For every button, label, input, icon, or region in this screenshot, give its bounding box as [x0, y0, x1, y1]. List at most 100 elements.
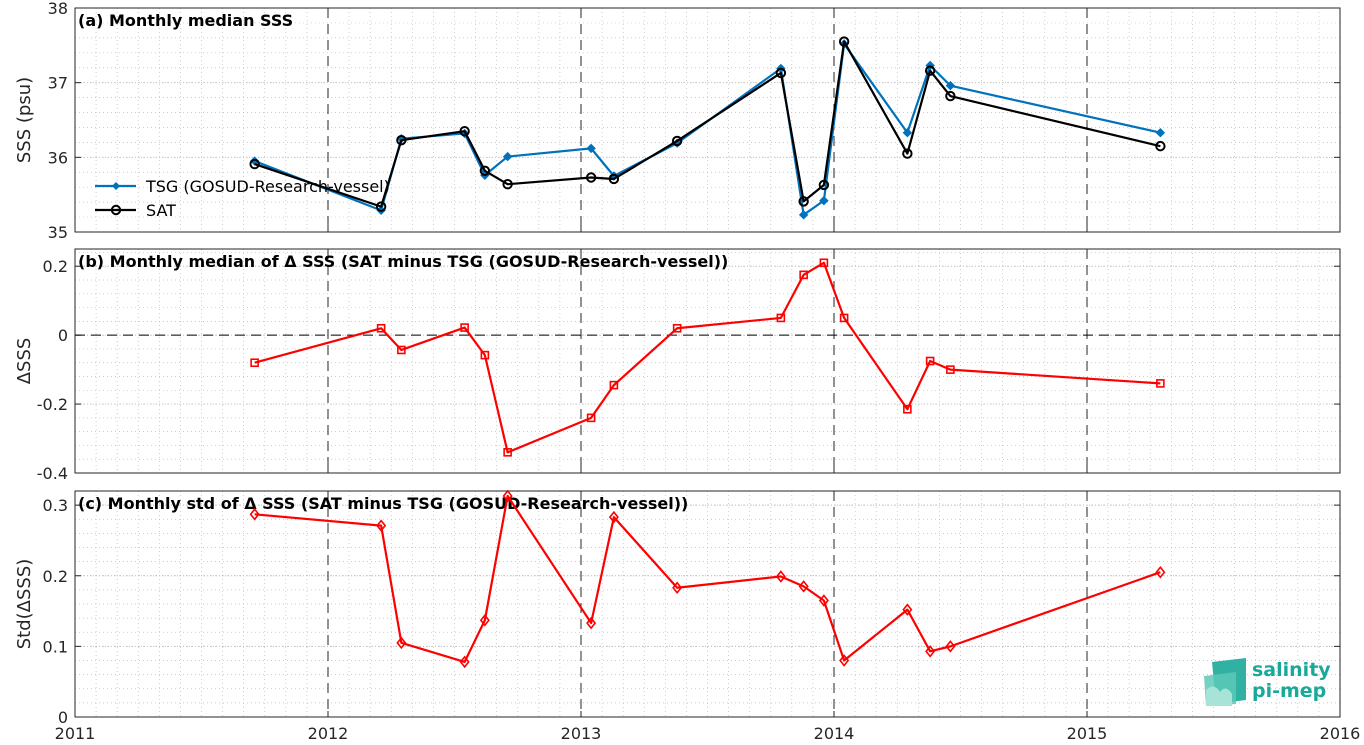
panels: 35 36 37 38 SSS (psu) (a) Monthly median SSS T… — [14, 0, 1360, 743]
data-point — [946, 365, 955, 374]
data-point — [249, 158, 260, 170]
data-point — [945, 640, 956, 653]
data-point — [502, 151, 513, 162]
data-point — [818, 594, 829, 607]
logo-line2: pi-mep — [1252, 680, 1326, 702]
data-point — [819, 195, 829, 206]
data-point — [459, 655, 470, 669]
data-point — [672, 581, 683, 595]
panel-title: (b) Monthly median of Δ SSS (SAT minus T… — [78, 252, 728, 271]
data-point — [250, 358, 259, 368]
data-point — [502, 179, 513, 190]
series-line — [254, 261, 1161, 454]
y-tick-label: 0 — [58, 708, 68, 727]
data-point — [1155, 565, 1166, 579]
x-tick-label: 2016 — [1320, 724, 1361, 743]
data-point — [375, 201, 387, 212]
data-point — [479, 165, 491, 176]
data-point — [945, 90, 956, 102]
data-point — [608, 173, 620, 185]
data-point — [838, 36, 850, 47]
panel-a: 35 36 37 38 SSS (psu) (a) Monthly median SSS T… — [14, 0, 1341, 242]
data-point — [609, 380, 619, 390]
data-point — [376, 323, 386, 333]
data-point — [586, 616, 597, 630]
legend: TSG (GOSUD-Research-vessel) SAT — [95, 177, 390, 220]
data-point — [1155, 127, 1166, 138]
data-point — [819, 258, 829, 268]
y-tick-label: -0.2 — [37, 395, 68, 414]
data-point — [503, 448, 512, 457]
data-point — [480, 350, 490, 360]
axes-box — [74, 7, 1341, 233]
data-point — [925, 645, 936, 658]
legend-label: TSG (GOSUD-Research-vessel) — [145, 177, 390, 196]
y-tick-label: 0.3 — [43, 496, 68, 515]
data-point — [249, 508, 260, 521]
legend-marker — [112, 182, 120, 190]
logo-icon — [1204, 658, 1246, 706]
x-tick-label: 2012 — [308, 724, 349, 743]
legend-marker — [110, 204, 122, 216]
salinity-pimep-logo: salinity pi-mep — [1204, 658, 1331, 706]
y-tick-label: 0 — [58, 326, 68, 345]
axes-box — [74, 248, 1341, 474]
y-tick-label: 35 — [48, 223, 68, 242]
y-tick-label: 36 — [48, 148, 68, 167]
data-point — [945, 80, 956, 91]
y-tick-label: -0.4 — [37, 464, 68, 483]
data-point — [924, 65, 936, 76]
data-point — [671, 135, 683, 147]
data-point — [585, 172, 597, 183]
data-point — [799, 270, 808, 280]
series-line — [254, 494, 1161, 664]
data-point — [397, 345, 406, 355]
y-tick-label: 0.1 — [43, 637, 68, 656]
data-point — [903, 404, 912, 414]
data-point — [776, 313, 786, 323]
data-point — [502, 489, 513, 503]
data-point — [672, 323, 682, 333]
logo-line1: salinity — [1252, 659, 1331, 681]
y-axis-label: Std(ΔSSS) — [14, 559, 35, 650]
series-line — [254, 40, 1161, 208]
data-point — [839, 313, 849, 323]
data-point — [798, 210, 809, 220]
axes-box — [74, 490, 1341, 718]
x-tick-label: 2013 — [561, 724, 602, 743]
y-tick-label: 0.2 — [43, 567, 68, 586]
data-point — [902, 603, 913, 616]
data-point — [775, 570, 786, 583]
data-point — [396, 636, 407, 650]
data-point — [902, 148, 913, 159]
data-point — [1156, 379, 1165, 388]
data-point — [459, 126, 470, 137]
data-point — [925, 356, 935, 366]
data-point — [1155, 140, 1166, 152]
series-diff — [249, 489, 1166, 669]
x-tick-label: 2014 — [814, 724, 855, 743]
series-diff — [250, 258, 1165, 457]
data-point — [839, 654, 850, 667]
series-sat — [249, 36, 1166, 212]
data-point — [818, 179, 830, 191]
data-point — [586, 143, 596, 154]
data-point — [376, 519, 387, 532]
data-point — [798, 196, 809, 207]
data-point — [798, 580, 809, 593]
y-tick-label: 0.2 — [43, 257, 68, 276]
data-point — [775, 67, 787, 79]
panel-c: 0 0.1 0.2 0.3 2011 2012 2013 2014 2015 2016 Std(ΔS… — [14, 489, 1361, 743]
y-axis-label: SSS (psu) — [14, 77, 35, 163]
panel-title: (c) Monthly std of Δ SSS (SAT minus TSG … — [78, 494, 688, 513]
panel-title: (a) Monthly median SSS — [78, 11, 293, 30]
data-point — [608, 510, 619, 524]
data-point — [586, 413, 596, 423]
y-axis-label: ΔSSS — [14, 338, 35, 385]
legend-label: SAT — [146, 201, 176, 220]
y-tick-label: 37 — [48, 74, 68, 93]
data-point — [902, 127, 913, 138]
y-tick-label: 38 — [48, 0, 68, 18]
data-point — [479, 613, 490, 627]
